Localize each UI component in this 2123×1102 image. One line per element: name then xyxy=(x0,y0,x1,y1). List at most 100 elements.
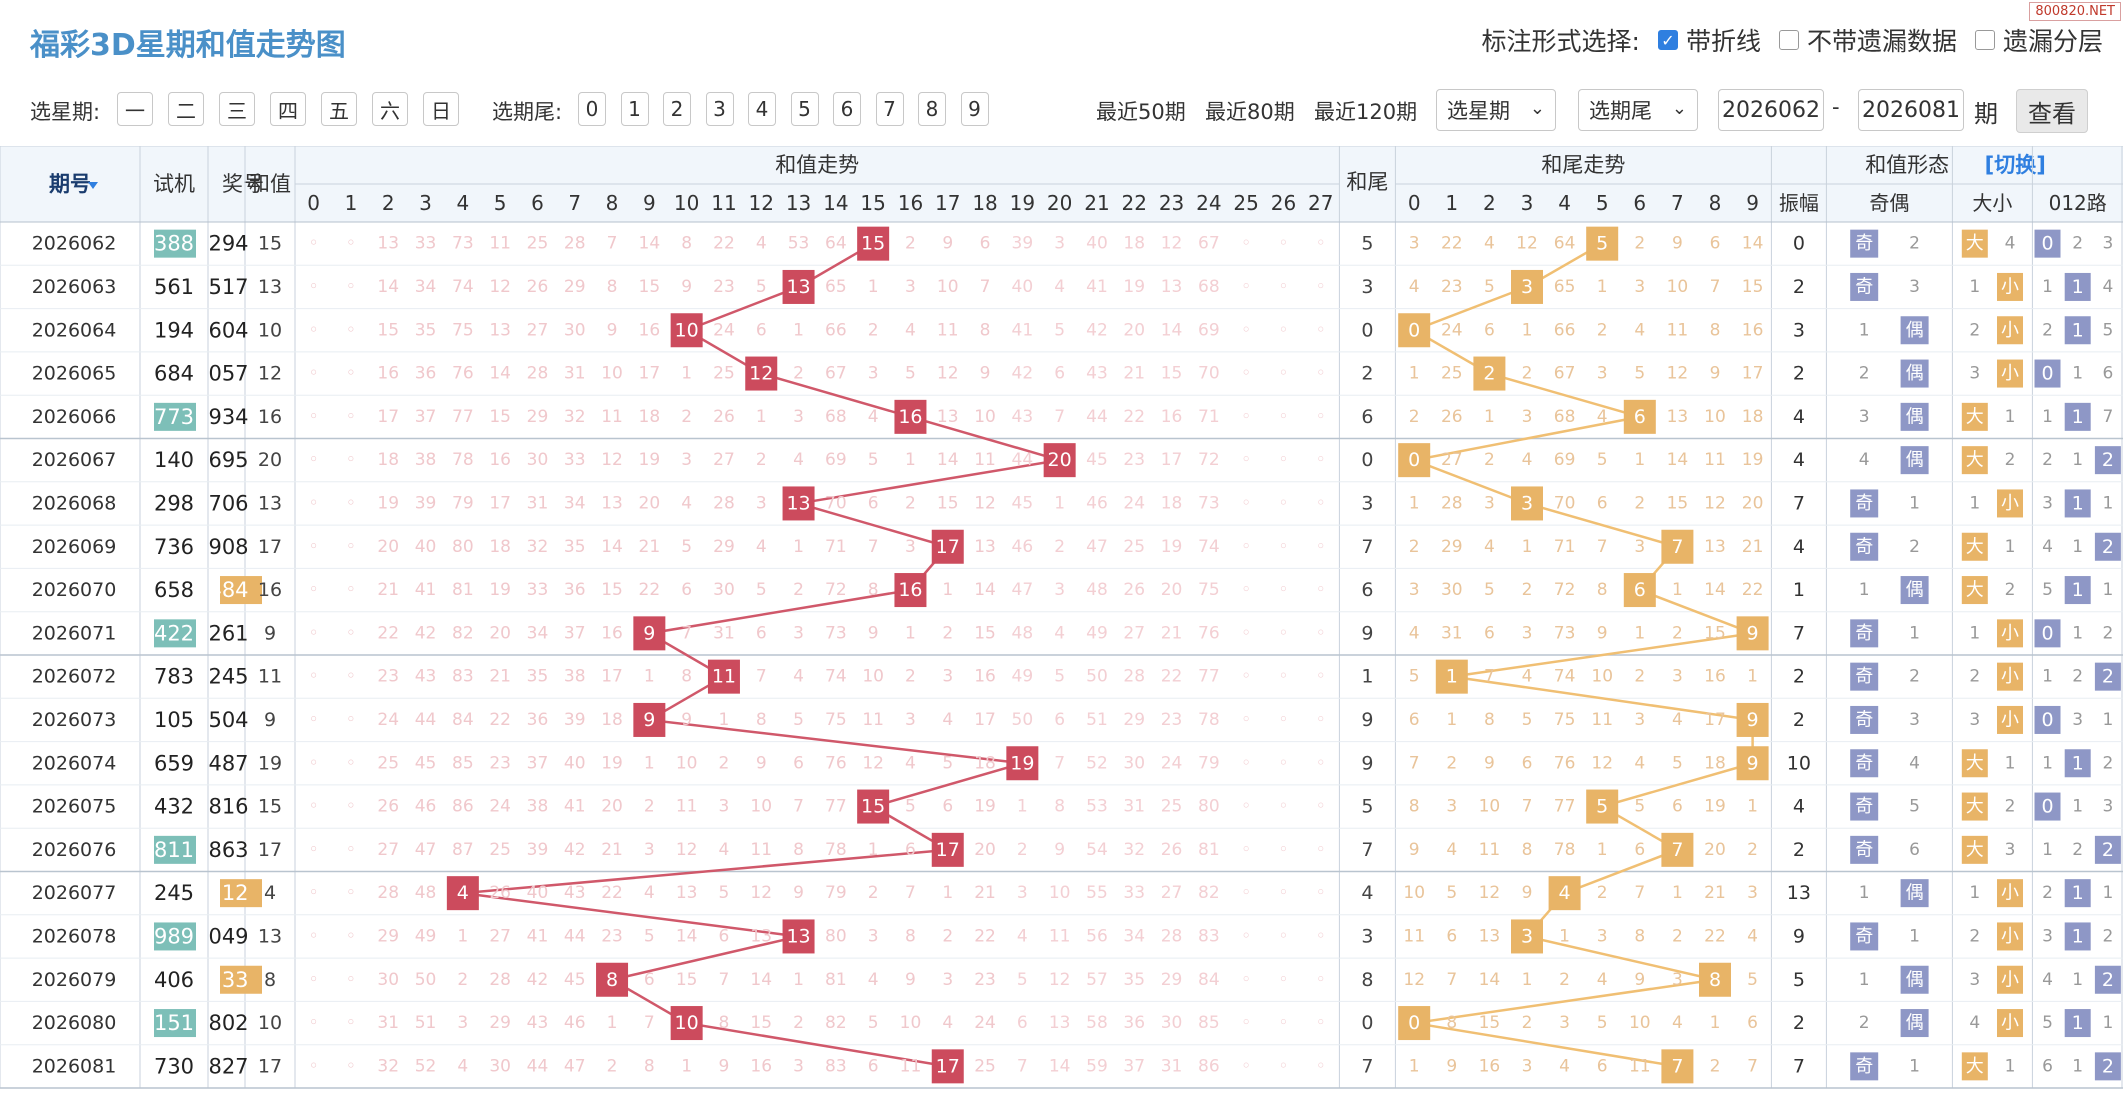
sum-miss-value: 26 xyxy=(377,797,399,817)
tail-hit-value: 7 xyxy=(1671,839,1683,861)
tail-miss-value: 11 xyxy=(1629,1056,1651,1076)
issue-to-input[interactable]: 2026081 xyxy=(1858,89,1964,131)
sum-miss-value: ◦ xyxy=(309,493,319,513)
road-miss-value: 1 xyxy=(2102,883,2113,903)
checkbox-checked-icon[interactable]: ✓ xyxy=(1657,30,1678,50)
sum-miss-value: 68 xyxy=(825,407,847,427)
switch-link[interactable]: [切换] xyxy=(1985,153,2046,177)
sum-miss-value: 41 xyxy=(415,580,437,600)
option-no-miss-data[interactable]: 不带遗漏数据 xyxy=(1778,22,1957,58)
weekday-pill-5[interactable]: 五 xyxy=(321,92,357,126)
tail-pill-9[interactable]: 9 xyxy=(960,92,989,126)
sum-miss-value: 31 xyxy=(713,623,735,643)
sum-miss-value: ◦ xyxy=(1316,277,1326,297)
trial-number: 989 xyxy=(154,924,194,948)
tail-pill-0[interactable]: 0 xyxy=(578,92,606,126)
sum-miss-value: 28 xyxy=(527,364,549,384)
tail-pill-4[interactable]: 4 xyxy=(748,92,776,126)
even-hit-box xyxy=(1900,359,1929,388)
weekday-pill-1[interactable]: 一 xyxy=(117,92,153,126)
query-button[interactable]: 查看 xyxy=(2016,89,2088,133)
sum-miss-value: 2 xyxy=(905,667,916,687)
issue-from-input[interactable]: 2026062 xyxy=(1718,89,1824,131)
tail-miss-value: 10 xyxy=(1704,407,1726,427)
weekday-pill-2[interactable]: 二 xyxy=(168,92,204,126)
weekday-pill-7[interactable]: 日 xyxy=(423,92,459,126)
tail-pill-6[interactable]: 6 xyxy=(833,92,861,126)
sum-miss-value: 58 xyxy=(1086,1013,1108,1033)
sum-miss-value: 6 xyxy=(793,753,804,773)
road-hit-box xyxy=(2064,272,2091,301)
sum-miss-value: 37 xyxy=(415,407,437,427)
sum-miss-value: 30 xyxy=(1161,1013,1183,1033)
weekday-pill-6[interactable]: 六 xyxy=(372,92,408,126)
sum-miss-value: ◦ xyxy=(346,970,356,990)
sum-miss-value: 71 xyxy=(1198,407,1220,427)
tail-miss-value: 8 xyxy=(1409,797,1420,817)
tail-miss-value: 1 xyxy=(1634,623,1645,643)
sum-miss-value: ◦ xyxy=(1316,450,1326,470)
sum-miss-value: 7 xyxy=(1054,753,1065,773)
sum-miss-value: 46 xyxy=(564,1013,586,1033)
sum-miss-value: 1 xyxy=(793,537,804,557)
sum-miss-value: ◦ xyxy=(1316,1056,1326,1076)
header-amplitude: 振幅 xyxy=(1779,191,1819,215)
sum-miss-value: ◦ xyxy=(1241,450,1251,470)
sum-miss-value: 81 xyxy=(825,970,847,990)
select-weekday-dropdown[interactable]: 选星期 ⌄ xyxy=(1436,89,1556,131)
road-hit-box xyxy=(2064,749,2091,778)
weekday-pill-4[interactable]: 四 xyxy=(270,92,306,126)
weekday-pill-3[interactable]: 三 xyxy=(219,92,255,126)
checkbox-icon[interactable] xyxy=(1778,30,1799,50)
award-number: 816 xyxy=(208,795,248,819)
sum-hit-box xyxy=(782,486,815,521)
trial-number: 811 xyxy=(154,838,194,862)
award-number: 049 xyxy=(208,924,248,948)
sum-miss-value: ◦ xyxy=(1278,364,1288,384)
option-miss-layer[interactable]: 遗漏分层 xyxy=(1974,22,2103,58)
header-sum-col-21: 21 xyxy=(1084,191,1109,215)
trial-number: 388 xyxy=(154,232,194,256)
road-hit-box xyxy=(2094,835,2121,864)
recent-80-link[interactable]: 最近80期 xyxy=(1205,100,1295,124)
even-miss-value: 3 xyxy=(1909,710,1920,730)
sum-miss-value: 5 xyxy=(1054,667,1065,687)
option-polyline[interactable]: ✓ 带折线 xyxy=(1657,22,1761,58)
tail-hit-value: 2 xyxy=(1483,363,1495,385)
sum-miss-value: 13 xyxy=(937,407,959,427)
sum-miss-value: ◦ xyxy=(1278,320,1288,340)
header-sum-col-14: 14 xyxy=(823,191,848,215)
tail-value: 9 xyxy=(1361,709,1373,731)
tail-pill-1[interactable]: 1 xyxy=(620,92,649,126)
checkbox-icon[interactable] xyxy=(1974,30,1995,50)
header-sum-col-4: 4 xyxy=(456,191,469,215)
sum-miss-value: 14 xyxy=(1049,1056,1071,1076)
small-hit-box xyxy=(1997,662,2023,691)
sort-desc-icon[interactable] xyxy=(88,182,98,189)
even-label: 偶 xyxy=(1906,320,1924,341)
recent-50-link[interactable]: 最近50期 xyxy=(1096,100,1186,124)
tail-value: 0 xyxy=(1361,319,1373,341)
tail-pill-5[interactable]: 5 xyxy=(790,92,819,126)
sum-miss-value: 18 xyxy=(601,710,623,730)
road-miss-value: 3 xyxy=(2072,710,2083,730)
sum-miss-value: 7 xyxy=(681,623,692,643)
road-hit-box xyxy=(2094,446,2121,475)
sum-miss-value: 7 xyxy=(607,234,618,254)
tail-pill-3[interactable]: 3 xyxy=(705,92,734,126)
tail-miss-value: 3 xyxy=(1597,364,1608,384)
trial-number: 658 xyxy=(154,578,194,602)
sum-value: 17 xyxy=(258,536,282,558)
tail-hit-box xyxy=(1586,789,1619,824)
sum-miss-value: 4 xyxy=(905,320,916,340)
tail-miss-value: 4 xyxy=(1597,970,1608,990)
sum-miss-value: 7 xyxy=(905,883,916,903)
sum-miss-value: 27 xyxy=(1123,623,1145,643)
sum-hit-box xyxy=(931,529,964,564)
select-tail-dropdown[interactable]: 选期尾 ⌄ xyxy=(1578,89,1698,131)
recent-120-link[interactable]: 最近120期 xyxy=(1314,100,1418,124)
big-miss-value: 2 xyxy=(1969,926,1980,946)
tail-pill-8[interactable]: 8 xyxy=(918,92,946,126)
tail-pill-7[interactable]: 7 xyxy=(875,92,904,126)
tail-pill-2[interactable]: 2 xyxy=(663,92,691,126)
